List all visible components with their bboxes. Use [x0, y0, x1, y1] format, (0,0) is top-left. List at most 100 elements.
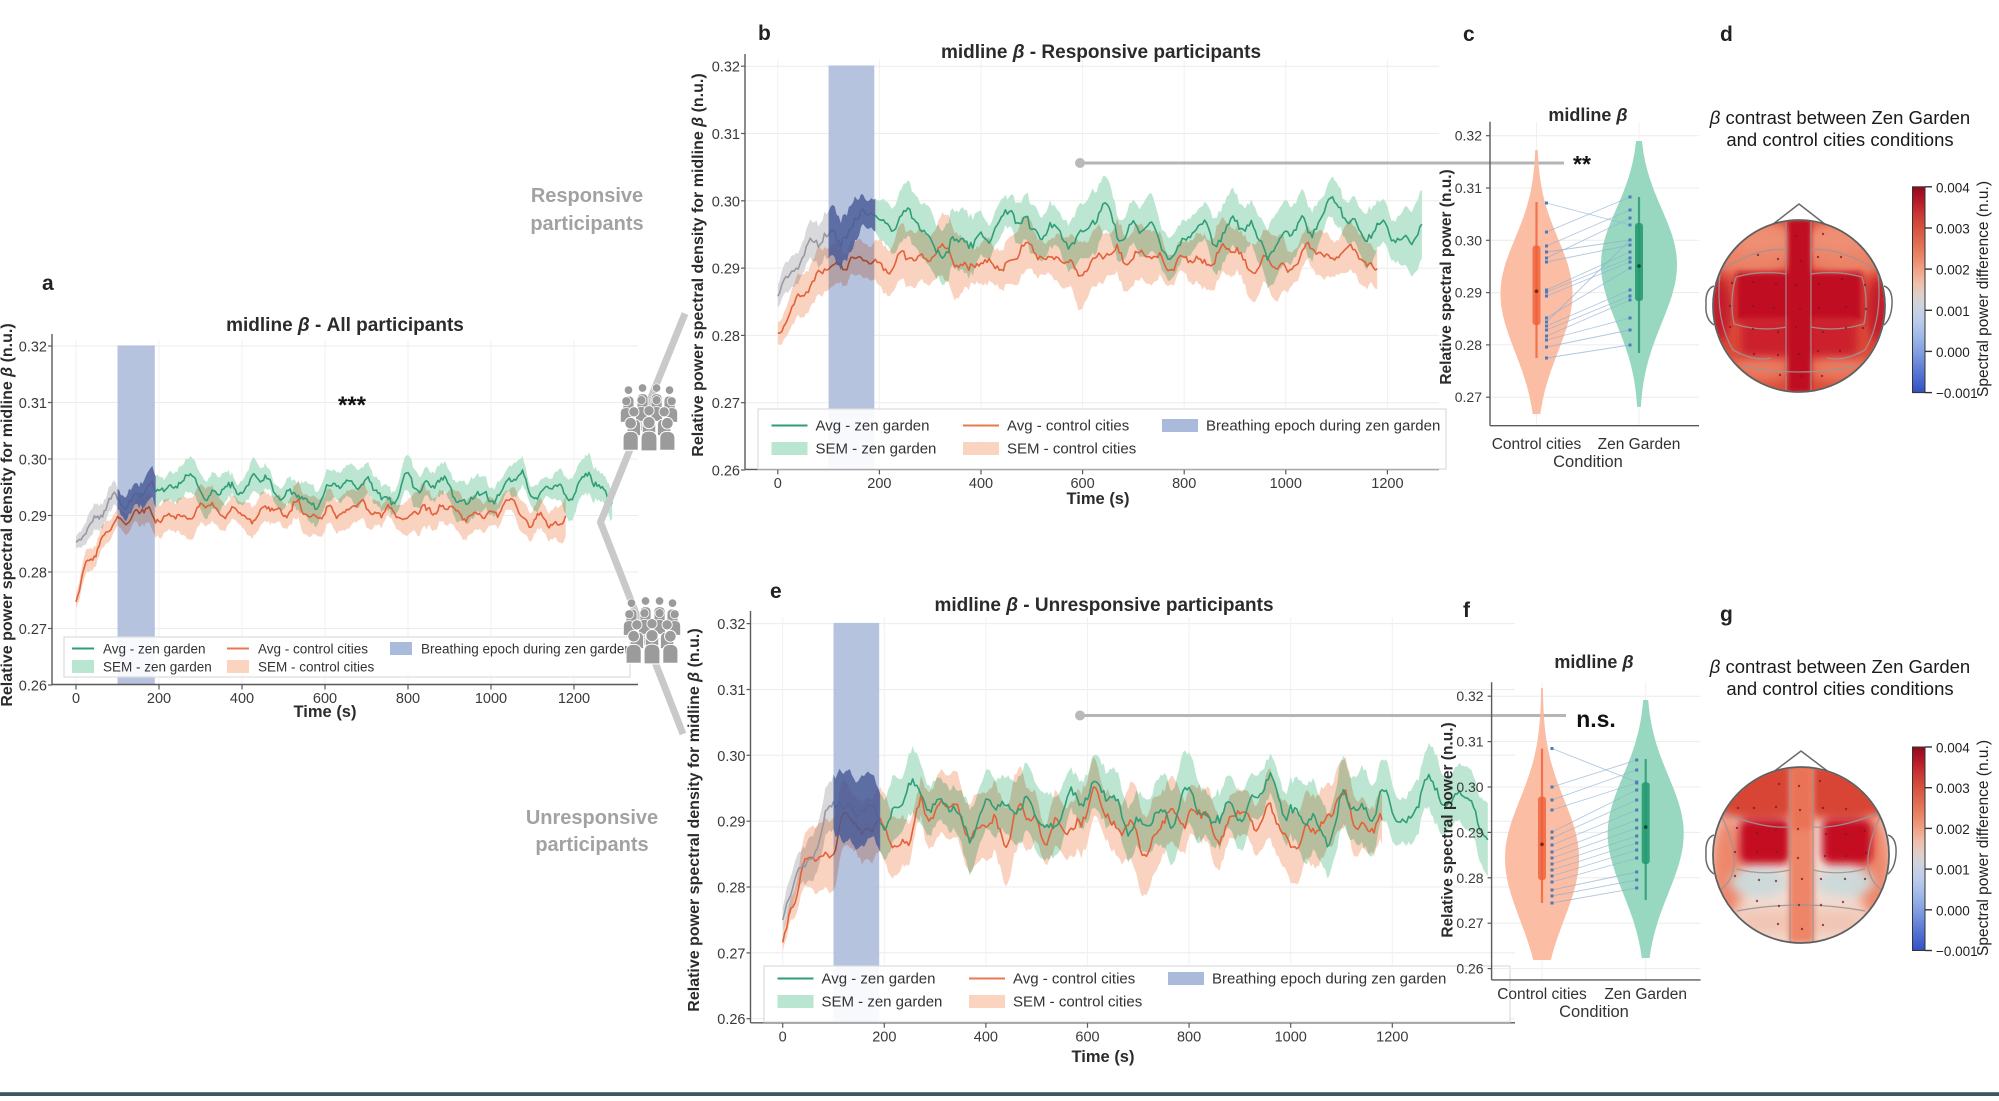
- svg-text:Spectral power difference (n.u: Spectral power difference (n.u.): [1975, 181, 1992, 397]
- svg-text:0.28: 0.28: [717, 881, 745, 897]
- svg-text:Zen Garden: Zen Garden: [1604, 986, 1687, 1003]
- svg-text:0.32: 0.32: [717, 617, 745, 633]
- svg-text:and control cities conditions: and control cities conditions: [1726, 129, 1953, 150]
- svg-text:Spectral power difference (n.u: Spectral power difference (n.u.): [1975, 740, 1992, 956]
- svg-text:1200: 1200: [1376, 1029, 1408, 1045]
- svg-text:d: d: [1720, 23, 1733, 46]
- svg-text:0.27: 0.27: [717, 946, 745, 962]
- svg-text:midline β: midline β: [1548, 105, 1627, 125]
- svg-text:0.31: 0.31: [712, 127, 740, 143]
- svg-text:0.29: 0.29: [1456, 824, 1483, 840]
- svg-text:0.32: 0.32: [712, 60, 740, 76]
- svg-text:0.28: 0.28: [19, 566, 47, 582]
- svg-text:midline β - Unresponsive parti: midline β - Unresponsive participants: [934, 595, 1273, 616]
- svg-text:0.30: 0.30: [1456, 779, 1483, 795]
- svg-text:400: 400: [974, 1029, 998, 1045]
- svg-text:800: 800: [1177, 1029, 1201, 1045]
- svg-text:0.004: 0.004: [1936, 180, 1970, 195]
- svg-text:1200: 1200: [558, 691, 590, 707]
- svg-text:Breathing epoch during zen gar: Breathing epoch during zen garden: [1212, 971, 1446, 988]
- svg-text:Avg - zen garden: Avg - zen garden: [822, 971, 936, 988]
- svg-text:200: 200: [872, 1029, 896, 1045]
- svg-text:Avg - zen garden: Avg - zen garden: [816, 418, 930, 435]
- svg-text:midline β - All participants: midline β - All participants: [226, 315, 464, 336]
- svg-text:0: 0: [72, 691, 80, 707]
- svg-text:β contrast between Zen Garden: β contrast between Zen Garden: [1709, 656, 1970, 677]
- svg-text:Zen Garden: Zen Garden: [1598, 436, 1681, 453]
- svg-text:b: b: [758, 22, 771, 45]
- svg-text:Responsive: Responsive: [531, 185, 643, 207]
- svg-text:800: 800: [1172, 476, 1196, 492]
- svg-text:−0.001: −0.001: [1936, 944, 1978, 959]
- svg-text:Avg - control cities: Avg - control cities: [1013, 971, 1135, 988]
- svg-text:f: f: [1463, 599, 1471, 622]
- svg-text:0.002: 0.002: [1936, 822, 1970, 837]
- svg-text:Breathing epoch during zen gar: Breathing epoch during zen garden: [1206, 418, 1440, 435]
- svg-text:600: 600: [313, 691, 337, 707]
- svg-text:0.26: 0.26: [717, 1012, 745, 1028]
- svg-text:SEM - zen garden: SEM - zen garden: [822, 994, 943, 1011]
- svg-text:c: c: [1463, 23, 1475, 46]
- svg-text:0.31: 0.31: [1456, 734, 1483, 750]
- svg-text:1200: 1200: [1371, 476, 1403, 492]
- svg-text:Relative power spectral densit: Relative power spectral density for midl…: [0, 323, 16, 706]
- svg-text:Time (s): Time (s): [1072, 1048, 1135, 1066]
- svg-text:1000: 1000: [1270, 476, 1302, 492]
- svg-text:0.32: 0.32: [19, 340, 47, 356]
- svg-text:Avg - control cities: Avg - control cities: [1007, 418, 1129, 435]
- svg-text:0.002: 0.002: [1936, 263, 1970, 278]
- svg-text:midline β: midline β: [1554, 652, 1633, 672]
- svg-text:0.26: 0.26: [19, 679, 47, 695]
- svg-text:Time (s): Time (s): [294, 703, 357, 721]
- svg-text:0.30: 0.30: [717, 749, 745, 765]
- svg-text:200: 200: [867, 476, 891, 492]
- svg-text:800: 800: [396, 691, 420, 707]
- svg-text:0: 0: [774, 476, 782, 492]
- svg-text:Control cities: Control cities: [1492, 436, 1582, 453]
- svg-text:400: 400: [230, 691, 254, 707]
- svg-text:0.001: 0.001: [1936, 304, 1970, 319]
- svg-text:SEM - control cities: SEM - control cities: [1007, 441, 1136, 458]
- svg-text:Condition: Condition: [1553, 453, 1623, 471]
- svg-text:0.31: 0.31: [1455, 180, 1482, 196]
- svg-text:0.28: 0.28: [712, 329, 740, 345]
- svg-text:SEM - control cities: SEM - control cities: [1013, 994, 1142, 1011]
- svg-text:0.31: 0.31: [717, 683, 745, 699]
- svg-text:SEM - zen garden: SEM - zen garden: [103, 660, 212, 675]
- svg-text:Control cities: Control cities: [1497, 986, 1587, 1003]
- svg-text:midline β - Responsive partici: midline β - Responsive participants: [941, 42, 1261, 63]
- svg-text:Avg - zen garden: Avg - zen garden: [103, 642, 206, 657]
- svg-text:400: 400: [969, 476, 993, 492]
- svg-text:0.27: 0.27: [19, 622, 47, 638]
- svg-text:Relative power spectral densit: Relative power spectral density for midl…: [686, 628, 703, 1011]
- svg-text:participants: participants: [530, 213, 643, 235]
- svg-text:1000: 1000: [475, 691, 507, 707]
- svg-text:**: **: [1573, 151, 1591, 177]
- svg-text:Avg - control cities: Avg - control cities: [258, 642, 368, 657]
- svg-text:Unresponsive: Unresponsive: [526, 807, 658, 829]
- svg-text:0.27: 0.27: [1455, 389, 1482, 405]
- svg-text:participants: participants: [535, 834, 648, 856]
- svg-text:600: 600: [1075, 1029, 1099, 1045]
- svg-text:0: 0: [779, 1029, 787, 1045]
- svg-text:200: 200: [147, 691, 171, 707]
- svg-text:0.29: 0.29: [712, 262, 740, 278]
- svg-text:1000: 1000: [1275, 1029, 1307, 1045]
- svg-text:0.31: 0.31: [19, 396, 47, 412]
- svg-text:and control cities conditions: and control cities conditions: [1726, 678, 1953, 699]
- svg-text:e: e: [770, 580, 782, 603]
- svg-text:0.32: 0.32: [1456, 688, 1483, 704]
- svg-text:0.29: 0.29: [19, 509, 47, 525]
- svg-text:a: a: [42, 272, 54, 295]
- svg-text:Relative spectral power (n.u.): Relative spectral power (n.u.): [1440, 722, 1457, 937]
- svg-text:Condition: Condition: [1559, 1003, 1629, 1021]
- svg-text:0.26: 0.26: [712, 464, 740, 480]
- svg-text:Breathing epoch during zen gar: Breathing epoch during zen garden: [421, 642, 632, 657]
- svg-text:Relative spectral power (n.u.): Relative spectral power (n.u.): [1438, 169, 1455, 384]
- svg-text:0.29: 0.29: [1455, 285, 1482, 301]
- svg-text:−0.001: −0.001: [1936, 386, 1978, 401]
- svg-text:g: g: [1720, 603, 1733, 626]
- svg-text:0.29: 0.29: [717, 815, 745, 831]
- svg-text:0.30: 0.30: [1455, 232, 1482, 248]
- svg-text:0.28: 0.28: [1455, 337, 1482, 353]
